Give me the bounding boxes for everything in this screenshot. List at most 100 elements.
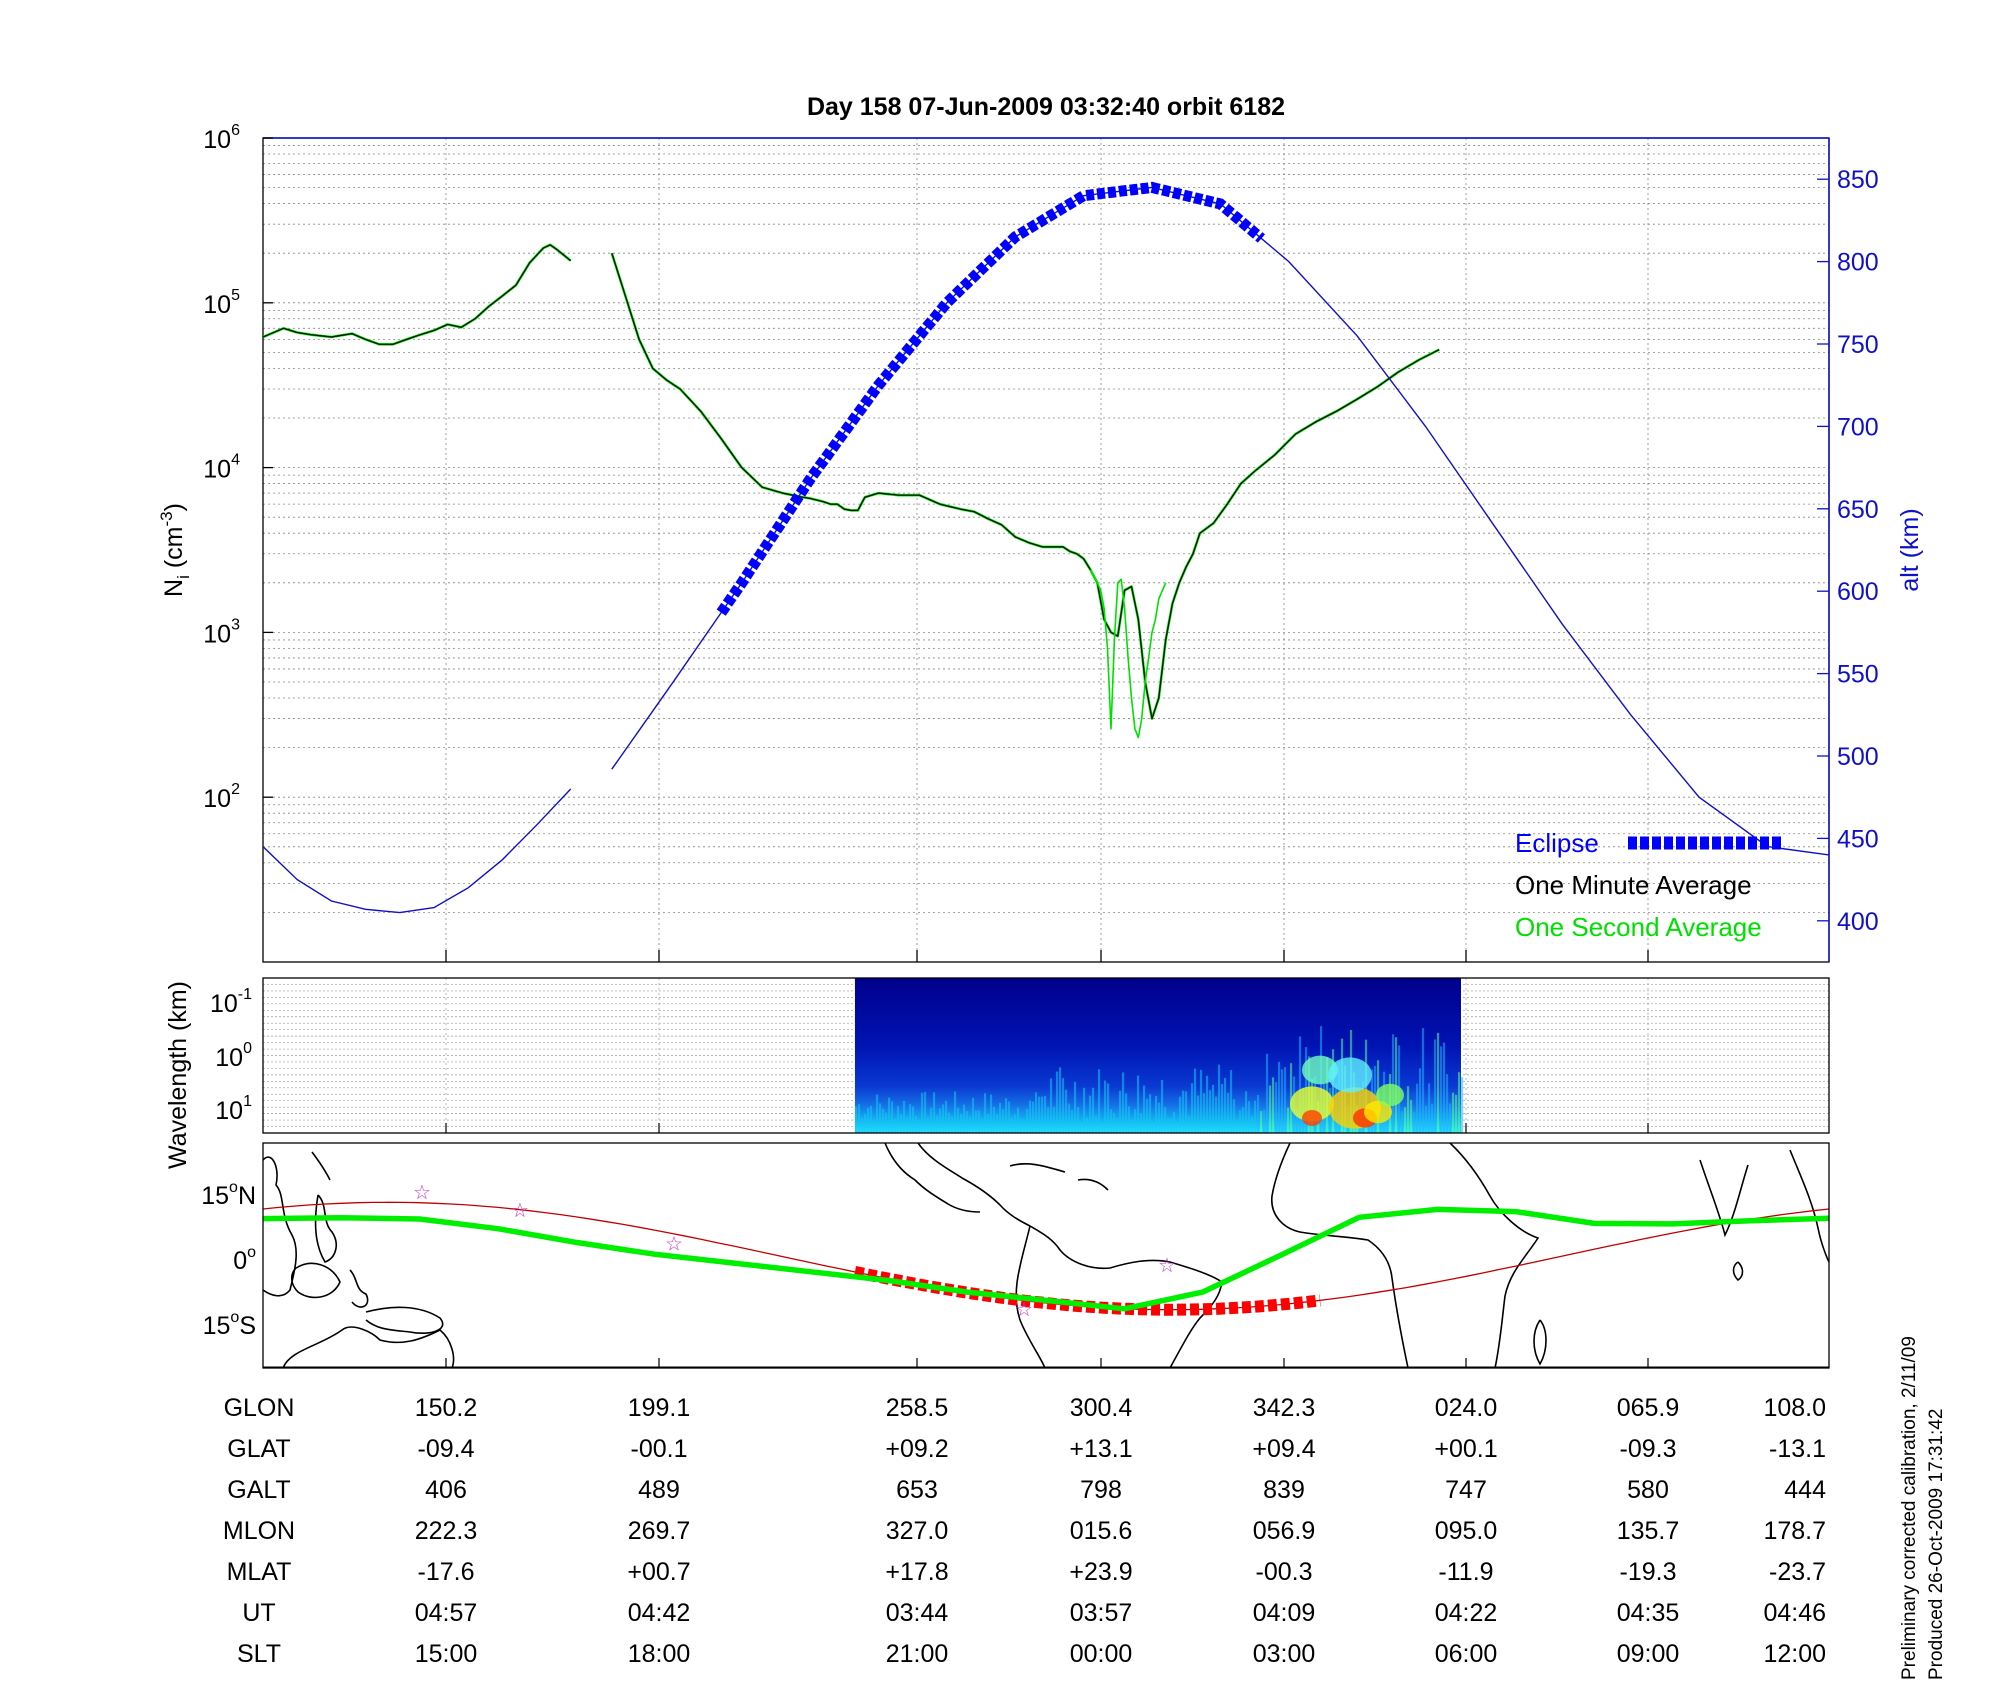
table-cell: 444	[1784, 1476, 1826, 1504]
spectrogram-streak	[1046, 1107, 1050, 1133]
spectrogram-streak	[1007, 1101, 1011, 1133]
table-row-label: SLT	[237, 1640, 281, 1668]
spectrogram-streak	[1412, 1111, 1416, 1133]
table-cell: 653	[896, 1476, 938, 1504]
spectrogram-streak	[1043, 1095, 1047, 1133]
spectrogram-streak	[905, 1116, 909, 1133]
spectrogram-streak	[1019, 1118, 1023, 1133]
coastline-north-america	[884, 1143, 981, 1213]
altitude-line	[263, 788, 572, 914]
altitude-y-ticks: 400 450 500 550 600 650 700 750 800 850	[1817, 166, 1879, 936]
spectrogram-streak	[890, 1101, 894, 1133]
density-axis-unit: (cm	[160, 527, 188, 576]
spectrogram-streak	[1010, 1116, 1014, 1133]
spectrogram-streak	[1016, 1107, 1020, 1133]
spectrogram-streak	[1424, 1105, 1428, 1133]
wavelength-tick-base: 10	[215, 1097, 243, 1125]
density-minute-average-line	[263, 244, 572, 345]
coastline-sri-lanka	[1732, 1261, 1744, 1282]
spectrogram-streak	[1460, 1077, 1464, 1133]
spectrogram-streak	[1280, 1069, 1284, 1133]
density-minute-average-line	[611, 253, 1440, 720]
spectrogram-streak	[1136, 1075, 1140, 1133]
table-cell: 269.7	[628, 1517, 691, 1545]
table-cell: +09.4	[1252, 1435, 1315, 1463]
table-cell: 04:22	[1435, 1599, 1498, 1627]
spectrogram-streak	[1163, 1106, 1167, 1133]
wavelength-tick-exp: -1	[238, 986, 252, 1003]
density-second-average-line	[263, 243, 572, 346]
chart-title: Day 158 07-Jun-2009 03:32:40 orbit 6182	[807, 93, 1285, 121]
spectrogram-streak	[1229, 1070, 1233, 1133]
spectrogram-streak	[983, 1093, 987, 1133]
spectrogram-streak	[1427, 1083, 1431, 1133]
wavelength-tick-label: 10-1	[210, 986, 252, 1018]
spectrogram-streak	[1400, 1111, 1404, 1133]
density-tick-exp: 5	[231, 287, 240, 304]
spectrogram-streak	[986, 1113, 990, 1133]
table-cell: 03:00	[1253, 1640, 1316, 1668]
spectrogram-streak	[1094, 1115, 1098, 1133]
spectrogram-streak	[941, 1104, 945, 1133]
spectrogram-streak	[1331, 1049, 1335, 1133]
density-tick-exp: 4	[231, 452, 240, 469]
table-cell: -00.3	[1256, 1558, 1313, 1586]
spectrogram-streak	[971, 1097, 975, 1133]
density-tick-base: 10	[203, 126, 231, 154]
spectrogram-streak	[881, 1108, 885, 1133]
spectrogram-streak	[1061, 1078, 1065, 1133]
coastline-americas	[917, 1143, 1223, 1368]
spectrogram-streak	[1442, 1042, 1446, 1133]
coastline-africa-east	[1449, 1143, 1540, 1368]
wavelength-tick-exp: 0	[243, 1040, 252, 1057]
spectrogram-streak	[1178, 1096, 1182, 1133]
spectrogram-streak	[965, 1111, 969, 1133]
coastline-india	[1699, 1159, 1749, 1238]
spectrogram-streak	[1121, 1072, 1125, 1133]
table-cell: 18:00	[628, 1640, 691, 1668]
map-frame	[262, 1142, 1830, 1369]
spectrogram-streak	[1145, 1098, 1149, 1133]
spectrogram-streak	[1097, 1069, 1101, 1133]
wavelength-tick-exp: 1	[243, 1093, 252, 1110]
spectrogram-streak	[1244, 1091, 1248, 1133]
spectrogram-streak	[1406, 1086, 1410, 1133]
table-cell: 342.3	[1253, 1394, 1316, 1422]
spectrogram-streak	[995, 1113, 999, 1133]
legend-eclipse-label: Eclipse	[1515, 828, 1599, 858]
spectrogram-streak	[962, 1104, 966, 1133]
table-cell: 024.0	[1435, 1394, 1498, 1422]
density-tick-base: 10	[203, 291, 231, 319]
spectrogram-streak	[902, 1100, 906, 1133]
spectrogram-streak	[1130, 1119, 1134, 1133]
spectrogram-streak	[1190, 1083, 1194, 1133]
table-cell: 580	[1627, 1476, 1669, 1504]
spectrogram-streak	[1220, 1083, 1224, 1133]
spectrogram-streak	[1217, 1064, 1221, 1133]
table-cell: 798	[1080, 1476, 1122, 1504]
coastlines	[263, 1143, 1829, 1368]
spectrogram-streak	[1028, 1100, 1032, 1133]
spectrogram-streak	[980, 1118, 984, 1133]
spectrogram-streak	[1085, 1117, 1089, 1133]
spectrogram-streak	[1208, 1090, 1212, 1133]
spectrogram-streak	[1289, 1063, 1293, 1133]
coastline-philippines	[314, 1194, 337, 1263]
spectrogram-streak	[854, 1106, 858, 1133]
coastline-madagascar	[1533, 1319, 1547, 1366]
spectrogram-streak	[1031, 1101, 1035, 1133]
table-cell: +17.8	[885, 1558, 948, 1586]
coastline-africa-west	[1271, 1143, 1409, 1368]
table-cell: 15:00	[415, 1640, 478, 1668]
table-cell: 04:57	[415, 1599, 478, 1627]
map-stars: ☆ ☆ ☆ ☆ ☆	[413, 1182, 1649, 1368]
spectrogram-streak	[1214, 1096, 1218, 1133]
spectrogram-streak	[1091, 1087, 1095, 1133]
table-cell: 300.4	[1070, 1394, 1133, 1422]
coastline-caribbean	[1009, 1163, 1109, 1191]
